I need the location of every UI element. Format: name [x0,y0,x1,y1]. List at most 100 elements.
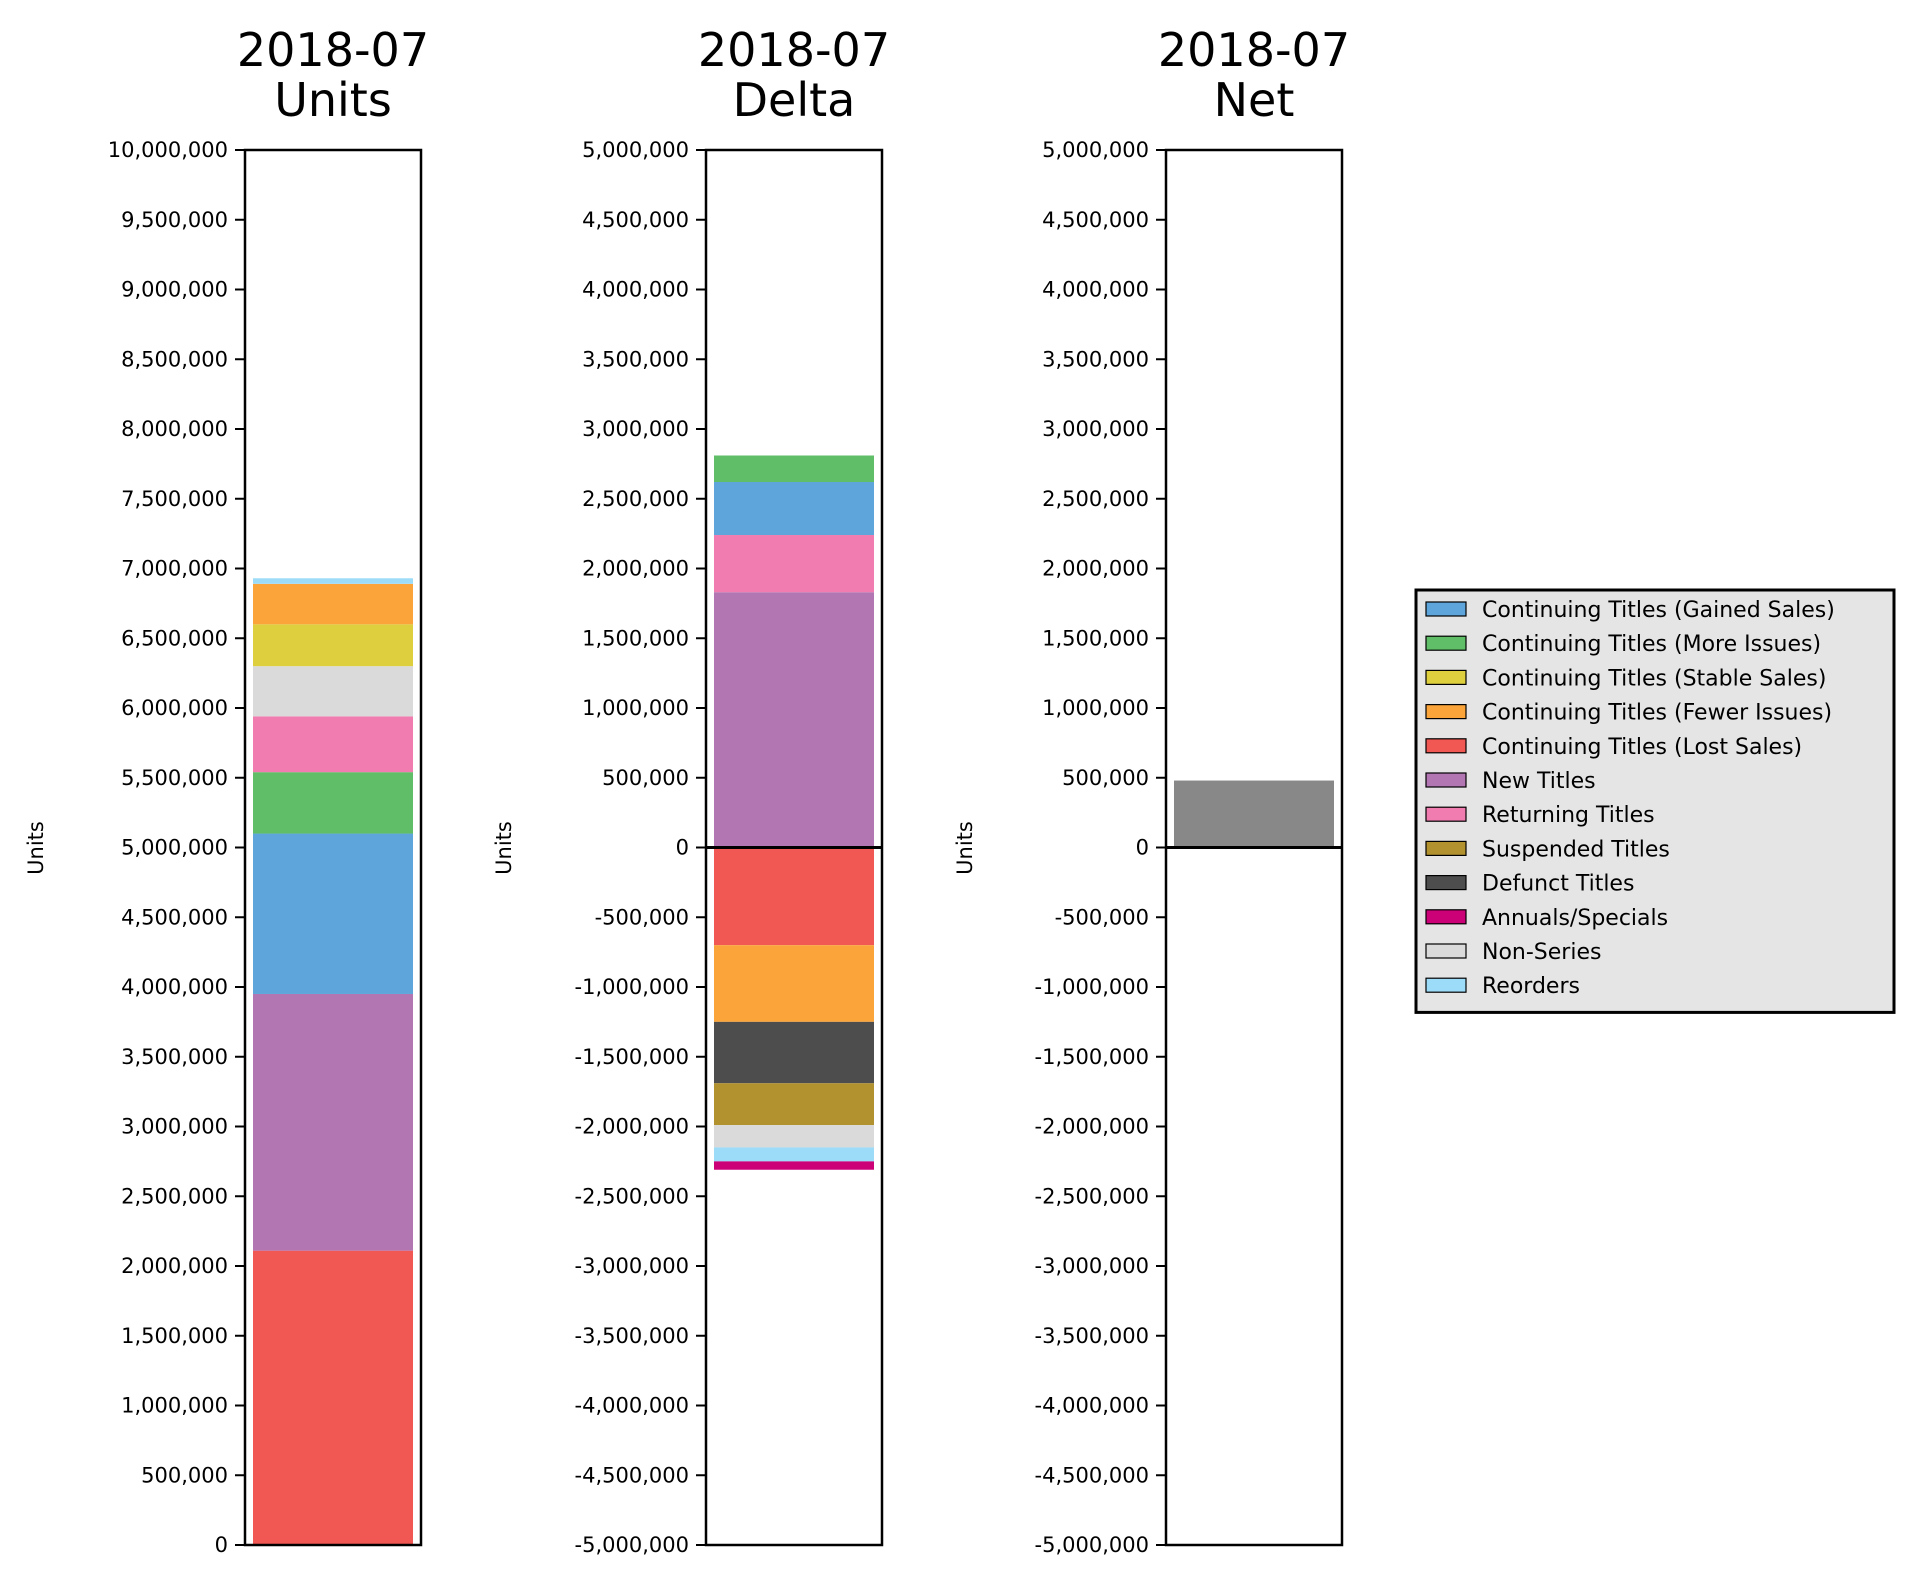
y-tick-label: -4,500,000 [575,1463,689,1487]
y-tick-label: 0 [1136,836,1149,860]
y-tick-label: 4,500,000 [121,905,228,929]
y-tick-label: 2,000,000 [582,557,689,581]
y-tick-label: -4,000,000 [1035,1394,1149,1418]
bar-segment [714,482,874,536]
bar-segment [253,772,413,834]
y-tick-label: 4,500,000 [582,208,689,232]
y-tick-label: -500,000 [1055,905,1149,929]
bar-segment [714,847,874,946]
y-tick-label: 4,500,000 [1042,208,1149,232]
y-tick-label: 0 [676,836,689,860]
y-tick-label: -1,500,000 [575,1045,689,1069]
bar-segment [253,716,413,773]
bar-segment [714,1147,874,1162]
y-tick-label: 8,500,000 [121,347,228,371]
legend-swatch [1425,943,1467,959]
y-tick-label: -4,500,000 [1035,1463,1149,1487]
legend-entry-label: Continuing Titles (Lost Sales) [1482,735,1802,760]
y-tick-label: 6,500,000 [121,626,228,650]
legend: Continuing Titles (Gained Sales) Continui… [1414,588,1896,1014]
y-tick-label: 0 [215,1533,228,1557]
bar-segment [253,583,413,625]
legend-swatch [1425,635,1467,651]
bar-segment [253,993,413,1251]
y-tick-label: 5,500,000 [121,766,228,790]
y-tick-label: 4,000,000 [121,975,228,999]
bar-segment [714,1161,874,1170]
chart-title-line: Units [274,73,392,127]
bar-segment [714,455,874,483]
bar-segment [253,833,413,994]
y-tick-label: 2,500,000 [582,487,689,511]
chart-title-line: Delta [733,73,856,127]
legend-swatch [1425,772,1467,788]
y-tick-label: -5,000,000 [1035,1533,1149,1557]
y-axis-label: Units [953,821,977,875]
legend-entry-label: Non-Series [1482,940,1601,965]
y-tick-label: 4,000,000 [582,278,689,302]
bar-segment [714,535,874,593]
legend-entry-label: Continuing Titles (More Issues) [1482,632,1821,657]
y-tick-label: 4,000,000 [1042,278,1149,302]
bar-segment [253,1250,413,1545]
chart-title-line: 2018-07 [698,23,890,77]
y-tick-label: -1,000,000 [575,975,689,999]
y-tick-label: 5,000,000 [121,836,228,860]
y-tick-label: 500,000 [1062,766,1149,790]
legend-swatch [1425,909,1467,925]
bar-segment [1174,780,1334,848]
y-tick-label: 7,500,000 [121,487,228,511]
bar-segment [714,1083,874,1126]
legend-entry-label: Reorders [1482,974,1580,999]
y-tick-label: 2,000,000 [121,1254,228,1278]
y-tick-label: 3,500,000 [1042,347,1149,371]
y-tick-label: -5,000,000 [575,1533,689,1557]
y-tick-label: -2,000,000 [575,1115,689,1139]
legend-swatch [1425,703,1467,720]
y-tick-label: 1,500,000 [1042,626,1149,650]
y-tick-label: 8,000,000 [121,417,228,441]
y-tick-label: 3,000,000 [1042,417,1149,441]
y-tick-label: -2,500,000 [575,1184,689,1208]
y-tick-label: 1,500,000 [121,1324,228,1348]
legend-swatch [1425,806,1467,822]
legend-swatch [1425,977,1467,993]
legend-box [1414,588,1896,1014]
y-tick-label: 1,000,000 [1042,696,1149,720]
legend-entry-label: Suspended Titles [1482,837,1670,862]
y-tick-label: -4,000,000 [575,1394,689,1418]
legend-swatch [1425,738,1467,754]
legend-entry-label: New Titles [1482,769,1596,794]
y-tick-label: 10,000,000 [108,138,228,162]
y-tick-label: 2,500,000 [121,1184,228,1208]
y-axis-label: Units [24,821,48,875]
y-tick-label: 3,500,000 [121,1045,228,1069]
chart-title-line: 2018-07 [1158,23,1350,77]
y-tick-label: 1,500,000 [582,626,689,650]
legend-swatch [1425,601,1467,617]
legend-entry-label: Returning Titles [1482,803,1655,828]
bar-segment [253,666,413,717]
bar-segment [714,945,874,1022]
y-tick-label: 5,000,000 [582,138,689,162]
y-tick-label: -1,500,000 [1035,1045,1149,1069]
bar-segment [714,1021,874,1084]
legend-entry-label: Defunct Titles [1482,872,1634,897]
y-tick-label: 3,000,000 [582,417,689,441]
bar-segment [253,578,413,584]
y-tick-label: -500,000 [595,905,689,929]
chart-panel-1: 2018-07UnitsUnits0500,0001,000,0001,500,… [24,23,429,1557]
y-tick-label: -3,500,000 [575,1324,689,1348]
y-tick-label: 5,000,000 [1042,138,1149,162]
y-tick-label: -3,000,000 [575,1254,689,1278]
y-tick-label: -2,000,000 [1035,1115,1149,1139]
legend-entry-label: Continuing Titles (Gained Sales) [1482,598,1835,623]
legend-swatch [1425,840,1467,857]
y-tick-label: 2,000,000 [1042,557,1149,581]
y-tick-label: 1,000,000 [121,1394,228,1418]
y-tick-label: 500,000 [602,766,689,790]
legend-entry-label: Annuals/Specials [1482,906,1668,931]
y-axis-label: Units [492,821,516,875]
